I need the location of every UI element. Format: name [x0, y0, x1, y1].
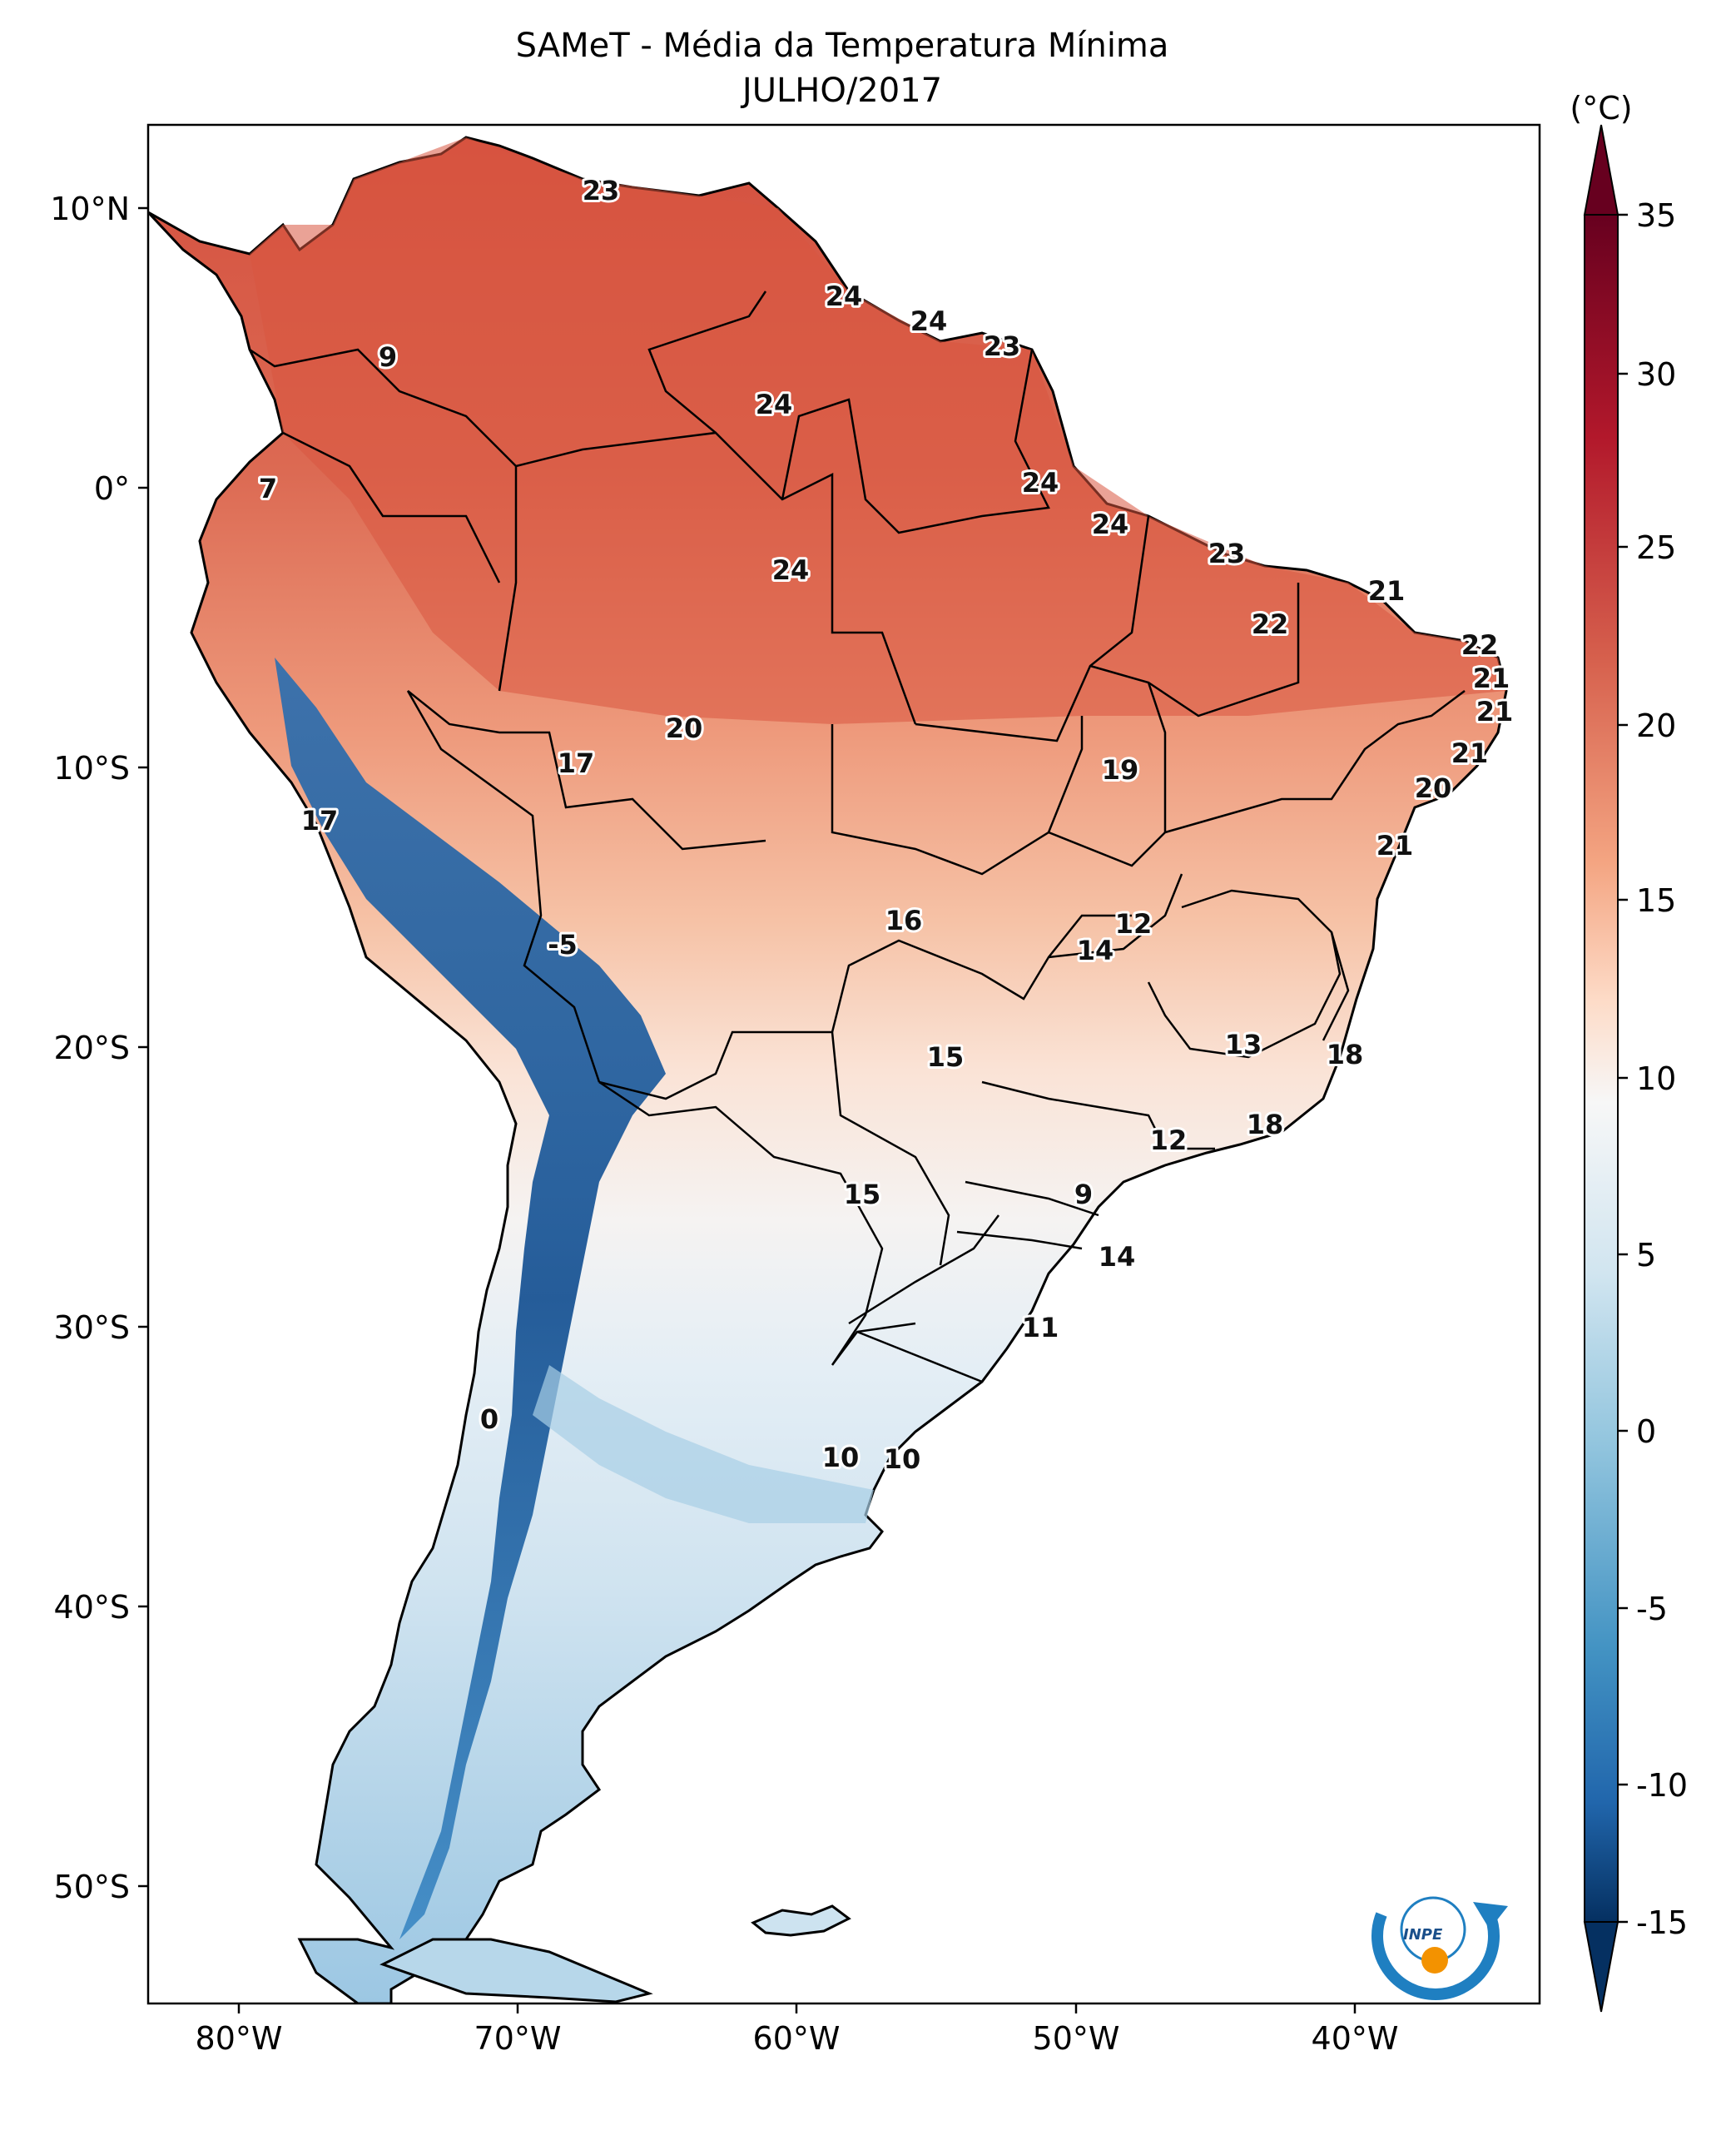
temp-label: 21	[1368, 575, 1406, 607]
temp-label: 12	[1150, 1125, 1188, 1156]
temp-label: 15	[844, 1179, 881, 1210]
temp-label: 16	[885, 905, 923, 936]
map-subtitle: JULHO/2017	[740, 72, 942, 110]
colorbar-tick-label: 0	[1636, 1413, 1656, 1450]
lat-tick-label: 30°S	[54, 1309, 130, 1346]
warm-north-region	[250, 137, 1506, 724]
lon-tick-label: 50°W	[1033, 2020, 1120, 2057]
colorbar-tick-label: 20	[1636, 708, 1676, 744]
temp-label: 21	[1376, 830, 1414, 861]
lat-tick-label: 0°	[94, 470, 130, 507]
lon-tick-label: 40°W	[1312, 2020, 1399, 2057]
temp-label: 18	[1247, 1109, 1284, 1140]
inpe-logo: INPE	[1371, 1896, 1508, 2000]
temp-label: 21	[1473, 663, 1510, 694]
temp-label: 12	[1115, 908, 1153, 940]
temp-label: 24	[910, 305, 948, 337]
lat-tick-label: 40°S	[54, 1589, 130, 1626]
colorbar-tick-label: -5	[1636, 1591, 1668, 1627]
temp-label: 0	[480, 1403, 498, 1435]
southern-cone-cool-region	[533, 1365, 874, 1523]
temp-label: 13	[1225, 1029, 1262, 1060]
colorbar-tick-label: 5	[1636, 1237, 1656, 1274]
temp-label: 20	[1415, 772, 1452, 804]
inpe-logo-text: INPE	[1403, 1926, 1443, 1944]
temp-label: 24	[1092, 509, 1129, 540]
colorbar-tick-label: 30	[1636, 356, 1676, 393]
temp-label: 24	[1022, 467, 1059, 499]
latitude-labels: 10°N 0° 10°S 20°S 30°S 40°S 50°S	[50, 191, 130, 1905]
colorbar-bottom-arrow	[1583, 1921, 1619, 2013]
temp-label: 21	[1476, 696, 1514, 727]
temp-label: 23	[583, 175, 620, 206]
temp-label: 17	[558, 747, 595, 779]
tierra-del-fuego	[379, 1938, 653, 2003]
longitude-axis	[237, 2003, 1357, 2013]
temp-label: 23	[1208, 538, 1246, 569]
temp-label: 9	[379, 341, 397, 373]
colorbar-tick-label: -10	[1636, 1767, 1688, 1804]
colorbar-tick-label: -15	[1636, 1904, 1688, 1941]
lat-tick-label: 20°S	[54, 1030, 130, 1066]
longitude-labels: 80°W 70°W 60°W 50°W 40°W	[196, 2020, 1399, 2057]
colorbar: (°C) 35 30 25 20 15 10 5 0 -5 -10 -15	[1570, 90, 1688, 2013]
falkland-islands	[751, 1904, 851, 1937]
temp-label: 23	[984, 330, 1021, 362]
temp-label: 15	[927, 1041, 965, 1073]
colorbar-tick-label: 15	[1636, 882, 1676, 919]
plot-frame	[146, 123, 1541, 2005]
temp-label: 14	[1077, 935, 1114, 966]
temp-label: 24	[826, 281, 863, 312]
temp-label: -5	[548, 929, 578, 961]
map-plot-area: 23 9 24 24 23 24 7 24 24 24 23 21 22 22 …	[148, 125, 1540, 2003]
lon-tick-label: 80°W	[196, 2020, 283, 2057]
temp-label: 7	[259, 473, 277, 504]
temp-label: 21	[1451, 737, 1489, 769]
temp-label: 10	[822, 1442, 860, 1473]
temp-label: 20	[666, 712, 703, 744]
colorbar-unit-label: (°C)	[1570, 90, 1632, 127]
temp-label: 19	[1102, 754, 1139, 786]
colorbar-bar	[1584, 214, 1619, 1923]
temp-label: 24	[756, 389, 793, 420]
lat-tick-label: 10°N	[50, 191, 130, 227]
temp-label: 22	[1252, 608, 1289, 640]
country-borders	[249, 290, 1466, 1383]
temp-label: 14	[1099, 1241, 1136, 1273]
temperature-labels: 23 9 24 24 23 24 7 24 24 24 23 21 22 22 …	[256, 172, 1515, 1477]
colorbar-tick-label: 35	[1636, 197, 1676, 234]
temp-label: 18	[1327, 1039, 1364, 1070]
lat-tick-label: 10°S	[54, 750, 130, 787]
lat-tick-label: 50°S	[54, 1869, 130, 1905]
lon-tick-label: 60°W	[753, 2020, 841, 2057]
colorbar-top-arrow	[1583, 124, 1619, 216]
temp-label: 11	[1022, 1312, 1059, 1343]
temp-label: 17	[301, 805, 339, 837]
colorbar-tick-label: 25	[1636, 529, 1676, 566]
map-title: SAMeT - Média da Temperatura Mínima	[516, 27, 1169, 65]
lon-tick-label: 70°W	[474, 2020, 562, 2057]
colorbar-tick-label: 10	[1636, 1060, 1676, 1097]
temp-label: 22	[1461, 629, 1499, 661]
temp-label: 24	[772, 554, 810, 586]
latitude-axis	[138, 206, 148, 1888]
andes-cold-region	[275, 658, 666, 1939]
temp-label: 9	[1074, 1179, 1093, 1210]
temp-label: 10	[884, 1443, 921, 1475]
